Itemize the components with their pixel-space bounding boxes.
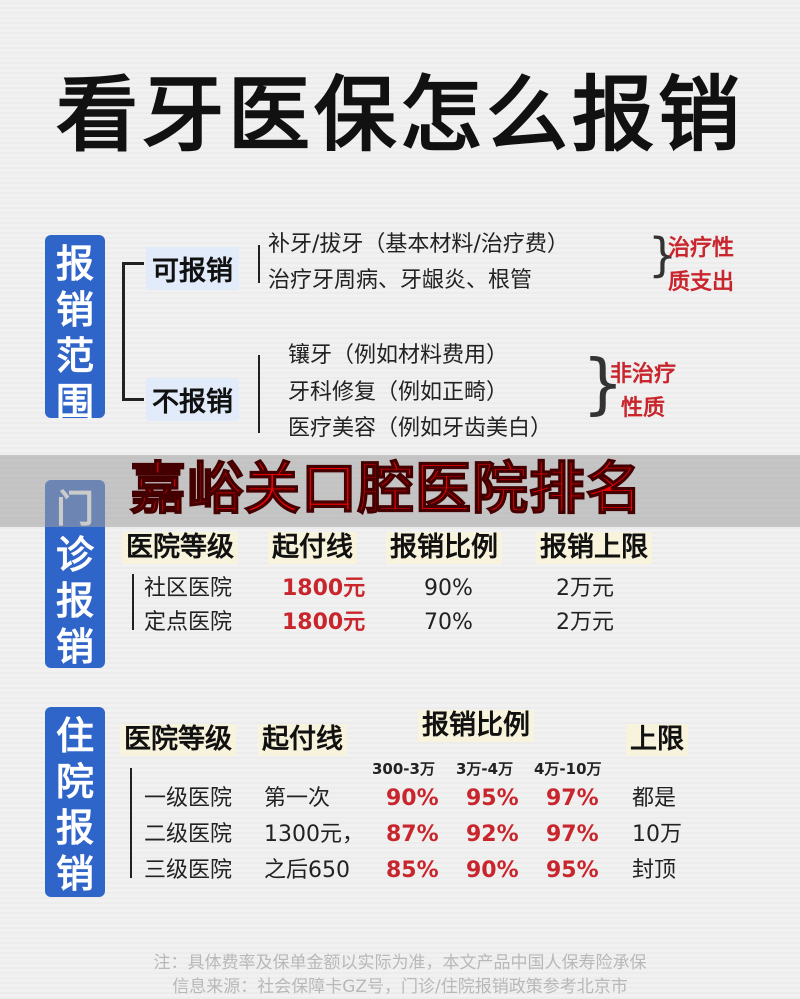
bracket (122, 262, 144, 265)
scope-item: 镶牙（例如材料费用） (288, 343, 509, 368)
inpatient-cell: 90% (386, 786, 439, 811)
inpatient-cell: 第一次 (264, 786, 331, 811)
footnote: 信息来源：社会保障卡GZ号，门诊/住院报销政策参考北京市 (172, 977, 628, 997)
outpatient-header: 医院等级 (122, 532, 238, 564)
not-reimbursable-label: 不报销 (146, 378, 239, 421)
scope-item: 补牙/拔牙（基本材料/治疗费） (268, 232, 569, 257)
reimbursable-label: 可报销 (146, 247, 239, 290)
inpatient-cell: 95% (546, 858, 599, 883)
inpatient-label-text: 住院报销 (55, 714, 94, 896)
inpatient-header: 上限 (626, 724, 688, 756)
outpatient-cell: 2万元 (556, 576, 614, 601)
inpatient-cell: 一级医院 (144, 786, 233, 811)
inpatient-cell: 85% (386, 858, 439, 883)
inpatient-cell: 92% (466, 822, 519, 847)
inpatient-cell: 1300元， (264, 822, 364, 847)
inpatient-cell: 封顶 (632, 858, 677, 883)
inpatient-cell: 90% (466, 858, 519, 883)
inpatient-cell: 10万 (632, 822, 682, 847)
footnote: 注：具体费率及保单金额以实际为准，本文产品中国人保寿险承保 (153, 953, 647, 973)
outpatient-cell: 2万元 (556, 610, 614, 635)
bracket (122, 398, 144, 401)
outpatient-header: 报销比例 (386, 532, 502, 564)
outpatient-cell: 1800元 (282, 610, 366, 635)
inpatient-cell: 都是 (632, 786, 677, 811)
inpatient-cell: 三级医院 (144, 858, 233, 883)
outpatient-cell: 定点医院 (144, 610, 233, 635)
inpatient-label: 住院报销 (45, 707, 105, 897)
inpatient-cell: 87% (386, 822, 439, 847)
outpatient-cell: 1800元 (282, 576, 366, 601)
range-label: 300-3万 (372, 760, 435, 778)
bracket (130, 768, 132, 878)
nature-line: 治疗性 (668, 236, 735, 261)
bracket (132, 574, 134, 630)
bracket (258, 245, 260, 283)
scope-label-text: 报销范围 (55, 242, 94, 424)
scope-item: 治疗牙周病、牙龈炎、根管 (268, 268, 533, 293)
inpatient-header: 起付线 (258, 724, 347, 756)
inpatient-header: 医院等级 (120, 724, 236, 756)
outpatient-cell: 社区医院 (144, 576, 233, 601)
inpatient-cell: 二级医院 (144, 822, 233, 847)
bracket (122, 262, 125, 400)
inpatient-cell: 95% (466, 786, 519, 811)
nature-label: 治疗性 质支出 (668, 232, 734, 300)
inpatient-cell: 97% (546, 786, 599, 811)
range-label: 4万-10万 (534, 760, 602, 778)
outpatient-cell: 70% (424, 610, 473, 635)
outpatient-cell: 90% (424, 576, 473, 601)
nature-label: 非治疗 性质 (610, 358, 676, 426)
range-label: 3万-4万 (456, 760, 514, 778)
scope-item: 牙科修复（例如正畸） (288, 380, 509, 405)
brace-icon: } (582, 345, 624, 422)
outpatient-header: 报销上限 (536, 532, 652, 564)
page-title: 看牙医保怎么报销 (55, 68, 744, 163)
outpatient-header: 起付线 (268, 532, 357, 564)
brace-icon: } (648, 228, 678, 282)
overlay-band (0, 455, 800, 527)
nature-line: 质支出 (668, 270, 735, 295)
nature-line: 非治疗 (610, 362, 677, 387)
inpatient-header: 报销比例 (418, 710, 534, 742)
inpatient-cell: 之后650 (264, 858, 350, 883)
scope-label: 报销范围 (45, 235, 105, 424)
overlay-title: 嘉峪关口腔医院排名 (129, 457, 643, 522)
scope-item: 医疗美容（例如牙齿美白） (288, 416, 553, 441)
bracket (258, 355, 260, 433)
inpatient-cell: 97% (546, 822, 599, 847)
nature-line: 性质 (621, 396, 666, 421)
